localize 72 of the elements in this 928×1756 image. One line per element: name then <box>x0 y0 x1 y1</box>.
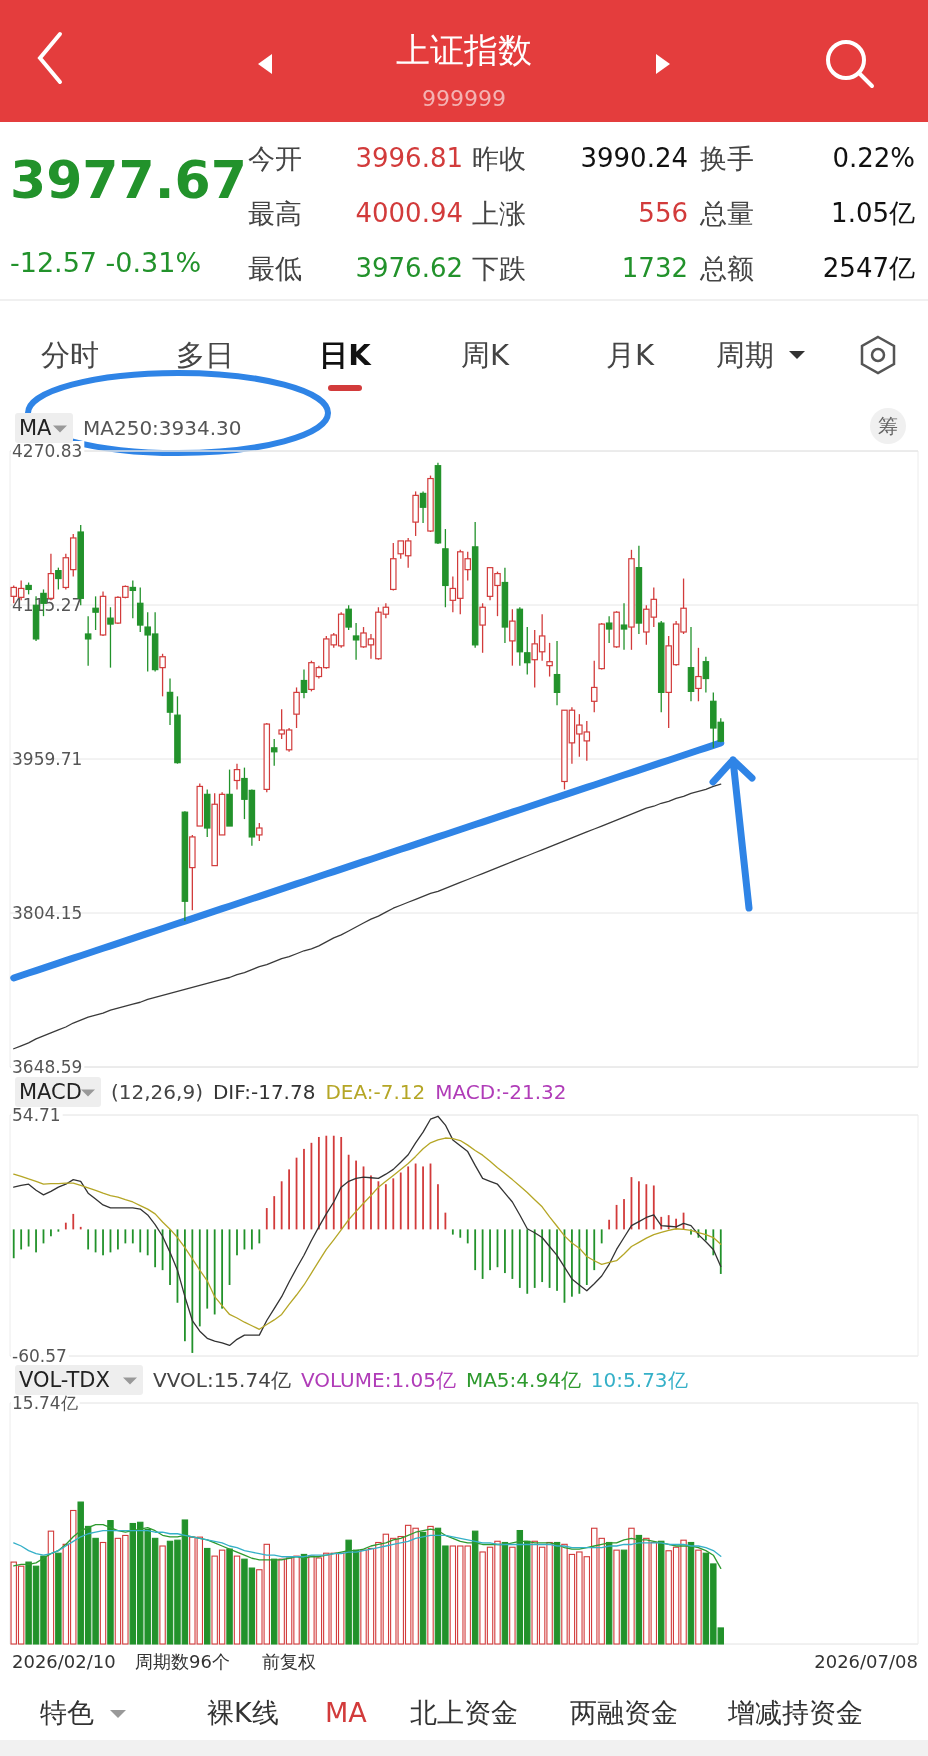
chart-title: MA <box>19 416 53 440</box>
bar <box>233 1555 241 1645</box>
text: 周K <box>460 338 510 372</box>
y-tick-label: 54.71 <box>12 1105 61 1125</box>
bar <box>47 1530 55 1645</box>
bar <box>613 1549 620 1645</box>
text: 昨收 <box>472 142 526 174</box>
text: 换手 <box>700 142 754 174</box>
text: 556 <box>638 198 688 228</box>
text: 10:5.73亿 <box>590 1368 688 1392</box>
text: 2547亿 <box>822 253 915 283</box>
text: -12.57 -0.31% <box>10 246 202 278</box>
text: 1.05亿 <box>831 198 915 228</box>
y-tick-label: 3648.59 <box>12 1057 83 1077</box>
text: 北上资金 <box>410 1696 518 1728</box>
text: 今开 <box>248 142 302 174</box>
text: 3976.62 <box>355 253 463 283</box>
text: 1732 <box>621 253 688 283</box>
text: 日K <box>319 338 373 372</box>
text: MA <box>325 1696 368 1728</box>
line-series <box>13 1137 722 1330</box>
text: 2026/07/08 <box>814 1650 918 1672</box>
y-tick-label: 3959.71 <box>12 749 83 769</box>
y-tick-label: 3804.15 <box>12 903 83 923</box>
text: 多日 <box>176 338 234 372</box>
text: 最高 <box>248 197 302 229</box>
text: 4000.94 <box>355 198 463 228</box>
bar <box>695 1549 702 1645</box>
series-label: DEA:-7.12 <box>325 1080 426 1104</box>
text: VOLUME:1.05亿 <box>300 1368 456 1392</box>
bar <box>427 1525 434 1645</box>
text: 周期数96个 <box>135 1650 230 1672</box>
chart-title: VOL-TDX <box>19 1368 110 1392</box>
text: 下跌 <box>472 252 526 284</box>
bar <box>628 1527 635 1645</box>
text: 前复权 <box>262 1650 316 1672</box>
text: 裸K线 <box>207 1696 279 1728</box>
text: 0.22% <box>832 143 915 173</box>
text: 上涨 <box>472 197 526 229</box>
line-series <box>13 783 722 1050</box>
text: 2026/02/10 <box>12 1650 116 1672</box>
text: MA250:3934.30 <box>83 416 242 440</box>
text: 特色 <box>40 1696 94 1728</box>
text: 月K <box>605 338 655 372</box>
chart-title: MACD <box>19 1080 82 1104</box>
y-tick-label: -60.57 <box>12 1346 67 1366</box>
text: 筹 <box>878 414 898 438</box>
y-tick-label: 4270.83 <box>12 441 83 461</box>
text: VVOL:15.74亿 <box>153 1368 291 1392</box>
text: 999999 <box>422 85 506 111</box>
bar <box>509 1546 516 1645</box>
text: 分时 <box>41 338 99 372</box>
bar <box>99 1541 107 1645</box>
text: 周期 <box>716 338 774 372</box>
y-tick-label: 15.74亿 <box>12 1393 78 1413</box>
bar <box>55 1552 62 1645</box>
text: 3996.81 <box>355 143 463 173</box>
text: 最低 <box>248 252 302 284</box>
text: 上证指数 <box>396 30 532 70</box>
text: 总量 <box>699 197 754 229</box>
text: DIF:-17.78 <box>212 1080 316 1104</box>
text: 两融资金 <box>570 1696 678 1728</box>
text: 3990.24 <box>580 143 688 173</box>
text: MACD:-21.32 <box>435 1080 567 1104</box>
text: 总额 <box>699 252 754 284</box>
bar <box>159 1545 166 1645</box>
bar <box>620 1549 628 1645</box>
bar <box>204 1547 211 1645</box>
text: 3977.67 <box>10 150 247 210</box>
chart-subtitle: (12,26,9) <box>111 1080 203 1104</box>
text: MA5:4.94亿 <box>465 1368 581 1392</box>
text: 增减持资金 <box>727 1696 863 1728</box>
